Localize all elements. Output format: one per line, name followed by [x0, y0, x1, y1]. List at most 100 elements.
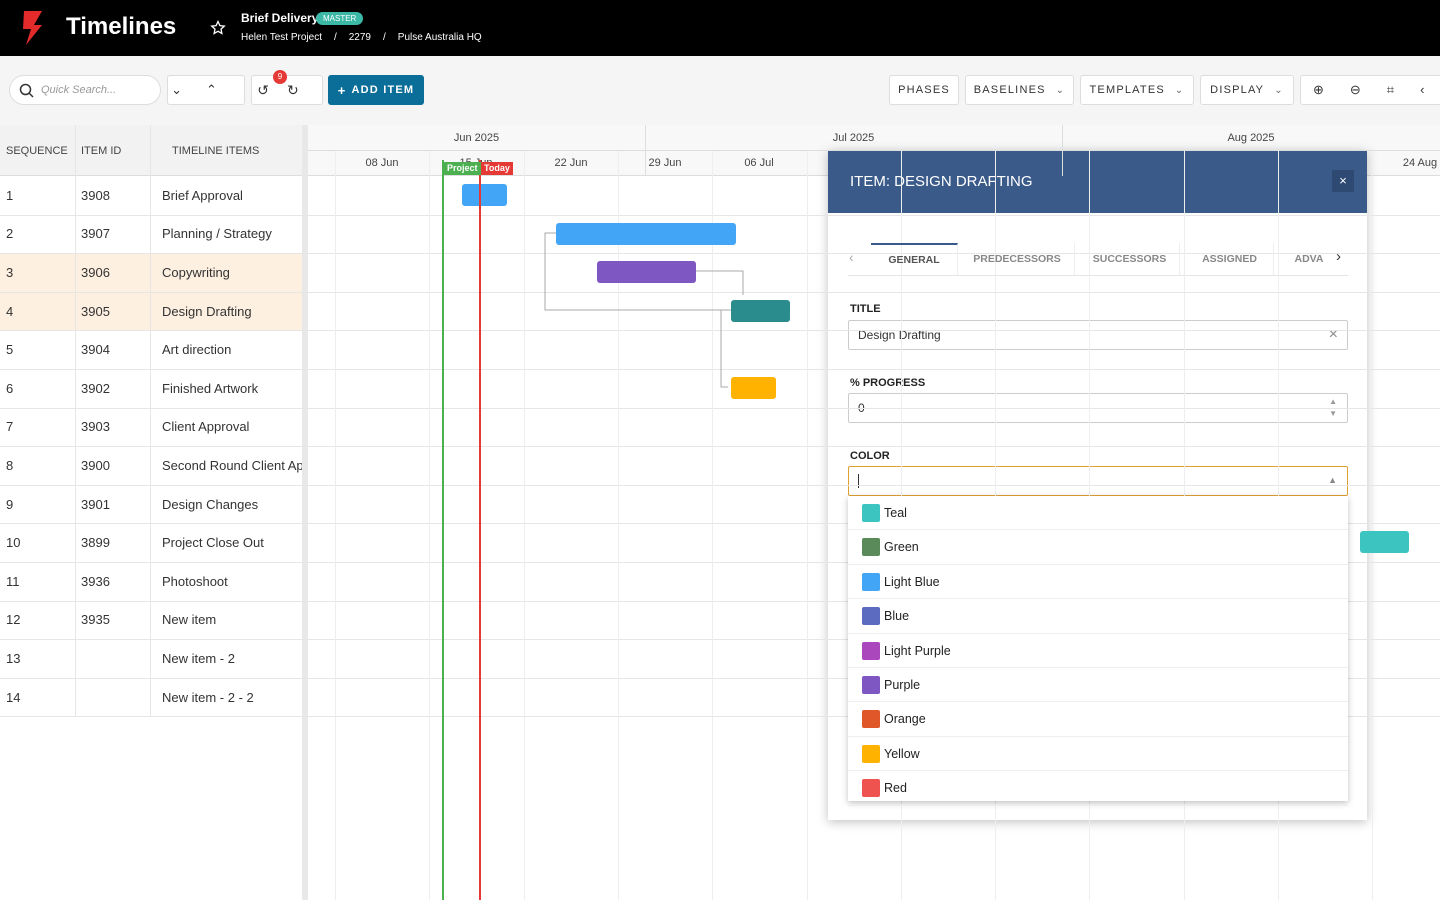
splitter[interactable]: [302, 125, 308, 900]
tab-bar: [848, 242, 1348, 276]
color-option[interactable]: Light Blue: [848, 565, 1348, 600]
grid-cell[interactable]: 3907: [81, 226, 110, 242]
color-option[interactable]: Yellow: [848, 737, 1348, 772]
row-line: [0, 369, 1440, 370]
gantt-bar[interactable]: [462, 184, 507, 206]
grid-cell[interactable]: Art direction: [162, 342, 232, 358]
project-name: Brief Delivery: [241, 11, 319, 25]
collapse-group[interactable]: ⌄⌃: [167, 75, 245, 105]
row-line: [0, 407, 1440, 409]
toolbar-button[interactable]: DISPLAY ⌄: [1200, 75, 1294, 105]
add-item-button[interactable]: + ADD ITEM: [328, 75, 424, 105]
color-option[interactable]: Green: [848, 530, 1348, 565]
row-line: [0, 600, 1440, 602]
week-label: 08 Jun: [365, 157, 399, 169]
color-option[interactable]: Light Purple: [848, 634, 1348, 668]
week-line: [617, 150, 619, 900]
grid-cell[interactable]: 5: [6, 342, 14, 358]
grid-cell[interactable]: 3900: [81, 457, 110, 473]
grid-cell[interactable]: 10: [6, 535, 21, 551]
color-option[interactable]: Orange: [848, 702, 1348, 737]
grid-cell[interactable]: 6: [6, 380, 14, 396]
grid-cell[interactable]: 13: [6, 650, 21, 666]
gantt-bar[interactable]: [556, 223, 736, 245]
color-dropdown: Teal Green Light Blue Blue Light Purple Purpl…: [848, 496, 1348, 806]
grid-cell[interactable]: Planning / Strategy: [162, 226, 272, 242]
grid-cell[interactable]: Copywriting: [162, 264, 230, 280]
title-input[interactable]: Design Drafting ×: [848, 320, 1348, 350]
toolbar-button[interactable]: PHASES: [889, 75, 959, 105]
gantt-bar[interactable]: [597, 261, 696, 283]
grid-cell[interactable]: Client Approval: [162, 419, 250, 435]
grid-cell[interactable]: 8: [6, 457, 14, 473]
grid-cell[interactable]: 3905: [81, 303, 110, 319]
grid-cell[interactable]: 12: [6, 612, 21, 628]
search-icon: [19, 83, 34, 98]
breadcrumb-item[interactable]: Helen Test Project: [241, 32, 322, 43]
zoom-group[interactable]: ⊕⊖⌗‹: [1300, 75, 1440, 105]
grid-cell[interactable]: 3899: [81, 535, 110, 551]
tab-prev[interactable]: ‹: [849, 249, 854, 265]
search-box[interactable]: Quick Search...: [9, 75, 161, 105]
grid-cell[interactable]: 3906: [81, 264, 110, 280]
grid-cell[interactable]: Photoshoot: [162, 573, 228, 589]
grid-cell[interactable]: 4: [6, 303, 14, 319]
grid-cell[interactable]: 3903: [81, 419, 110, 435]
grid-cell[interactable]: 3901: [81, 496, 110, 512]
grid-cell[interactable]: 3904: [81, 342, 110, 358]
grid-cell[interactable]: 3: [6, 264, 14, 280]
toolbar-button[interactable]: BASELINES ⌄: [965, 75, 1074, 105]
color-option[interactable]: Teal: [848, 496, 1348, 531]
grid-cell[interactable]: Project Close Out: [162, 535, 264, 551]
grid-cell[interactable]: Finished Artwork: [162, 380, 259, 396]
grid-cell[interactable]: 3902: [81, 380, 110, 396]
grid-cell[interactable]: 3908: [81, 187, 110, 203]
grid-cell[interactable]: 9: [6, 496, 14, 512]
breadcrumb-item[interactable]: 2279: [348, 32, 371, 43]
grid-cell[interactable]: [81, 639, 150, 678]
row-line: [0, 291, 1440, 293]
grid-cell[interactable]: New item - 2 - 2: [162, 689, 254, 705]
gantt-bar[interactable]: [731, 300, 790, 322]
grid-header: [0, 125, 308, 176]
undo-group[interactable]: ↺↻: [251, 75, 323, 105]
panel-title: ITEM: DESIGN DRAFTING: [850, 173, 1033, 190]
column-header: ITEM ID: [81, 144, 122, 157]
column-header: SEQUENCE: [6, 144, 68, 157]
grid-cell[interactable]: Design Drafting: [162, 303, 252, 319]
tab[interactable]: SUCCESSORS: [1080, 243, 1180, 275]
color-option[interactable]: Red: [848, 771, 1348, 806]
grid-cell[interactable]: Brief Approval: [162, 187, 243, 203]
grid-cell[interactable]: New item: [162, 612, 217, 628]
gantt-bar[interactable]: [1360, 531, 1409, 553]
color-option[interactable]: Blue: [848, 599, 1348, 634]
tab[interactable]: ADVA: [1294, 253, 1324, 265]
grid-cell[interactable]: 11: [6, 573, 20, 589]
color-option[interactable]: Purple: [848, 668, 1348, 703]
row-line: [0, 716, 1440, 718]
grid-cell[interactable]: Second Round Client Approval: [162, 457, 302, 473]
grid-cell[interactable]: 14: [6, 689, 21, 705]
breadcrumb-item[interactable]: Pulse Australia HQ: [397, 32, 482, 43]
grid-cell[interactable]: 7: [6, 419, 14, 435]
grid-cell[interactable]: Design Changes: [162, 496, 259, 512]
close-button[interactable]: ×: [1332, 170, 1354, 192]
color-swatch: [862, 779, 880, 798]
row-line: [0, 484, 1440, 486]
toolbar-button[interactable]: TEMPLATES ⌄: [1080, 75, 1194, 105]
grid-cell[interactable]: 1: [6, 187, 14, 203]
color-input[interactable]: ▲: [848, 466, 1348, 496]
grid-cell[interactable]: [81, 678, 150, 717]
gantt-bar[interactable]: [731, 377, 776, 399]
tab[interactable]: PREDECESSORS: [960, 243, 1075, 275]
star-icon[interactable]: [210, 20, 226, 36]
grid-cell[interactable]: 3936: [81, 573, 110, 589]
grid-cell[interactable]: New item - 2: [162, 650, 235, 666]
color-name: Orange: [884, 712, 926, 727]
tab-next[interactable]: ›: [1336, 248, 1341, 265]
breadcrumb: Helen Test Project / 2279 / Pulse Australia …: [241, 32, 482, 43]
grid-cell[interactable]: 2: [6, 226, 14, 242]
grid-cell[interactable]: 3935: [81, 612, 110, 628]
tab[interactable]: GENERAL: [871, 243, 958, 275]
tab[interactable]: ASSIGNED: [1186, 243, 1274, 275]
